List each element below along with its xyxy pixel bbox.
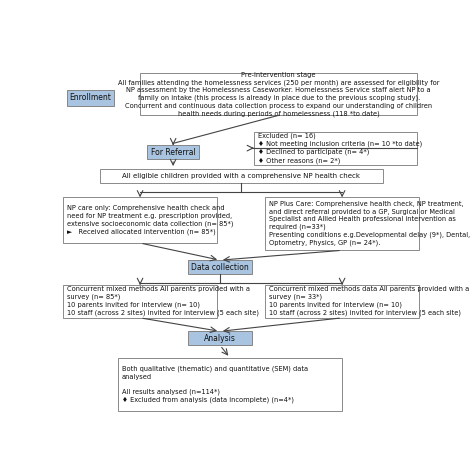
Text: Analysis: Analysis [204,334,236,343]
FancyBboxPatch shape [147,145,199,159]
Text: Data collection: Data collection [191,263,249,272]
Text: Concurrent mixed methods data All parents provided with a
survey (n= 33*)
10 par: Concurrent mixed methods data All parent… [269,286,469,317]
FancyBboxPatch shape [188,260,252,274]
Text: Concurrent mixed methods All parents provided with a
survey (n= 85*)
10 parents : Concurrent mixed methods All parents pro… [66,286,259,317]
FancyBboxPatch shape [265,197,419,250]
FancyBboxPatch shape [254,132,418,164]
Text: For Referral: For Referral [151,147,195,156]
FancyBboxPatch shape [100,169,383,183]
Text: NP Plus Care: Comprehensive health check, NP treatment,
and direct referral prov: NP Plus Care: Comprehensive health check… [269,201,470,246]
FancyBboxPatch shape [63,285,217,318]
FancyBboxPatch shape [188,331,252,345]
FancyBboxPatch shape [118,358,342,411]
FancyBboxPatch shape [63,197,217,243]
Text: Both qualitative (thematic) and quantitative (SEM) data
analysed

All results an: Both qualitative (thematic) and quantita… [122,365,308,403]
Text: Pre-intervention stage
All families attending the homelessness services (250 per: Pre-intervention stage All families atte… [118,72,439,117]
Text: Excluded (n= 16)
♦ Not meeting inclusion criteria (n= 10 *to date)
♦ Declined to: Excluded (n= 16) ♦ Not meeting inclusion… [258,133,422,164]
FancyBboxPatch shape [265,285,419,318]
Text: All eligible children provided with a comprehensive NP health check: All eligible children provided with a co… [122,173,360,179]
Text: Enrollment: Enrollment [70,93,111,102]
FancyBboxPatch shape [66,90,114,106]
Text: NP care only: Comprehensive health check and
need for NP treatment e.g. prescrip: NP care only: Comprehensive health check… [66,205,233,235]
FancyBboxPatch shape [140,73,418,115]
